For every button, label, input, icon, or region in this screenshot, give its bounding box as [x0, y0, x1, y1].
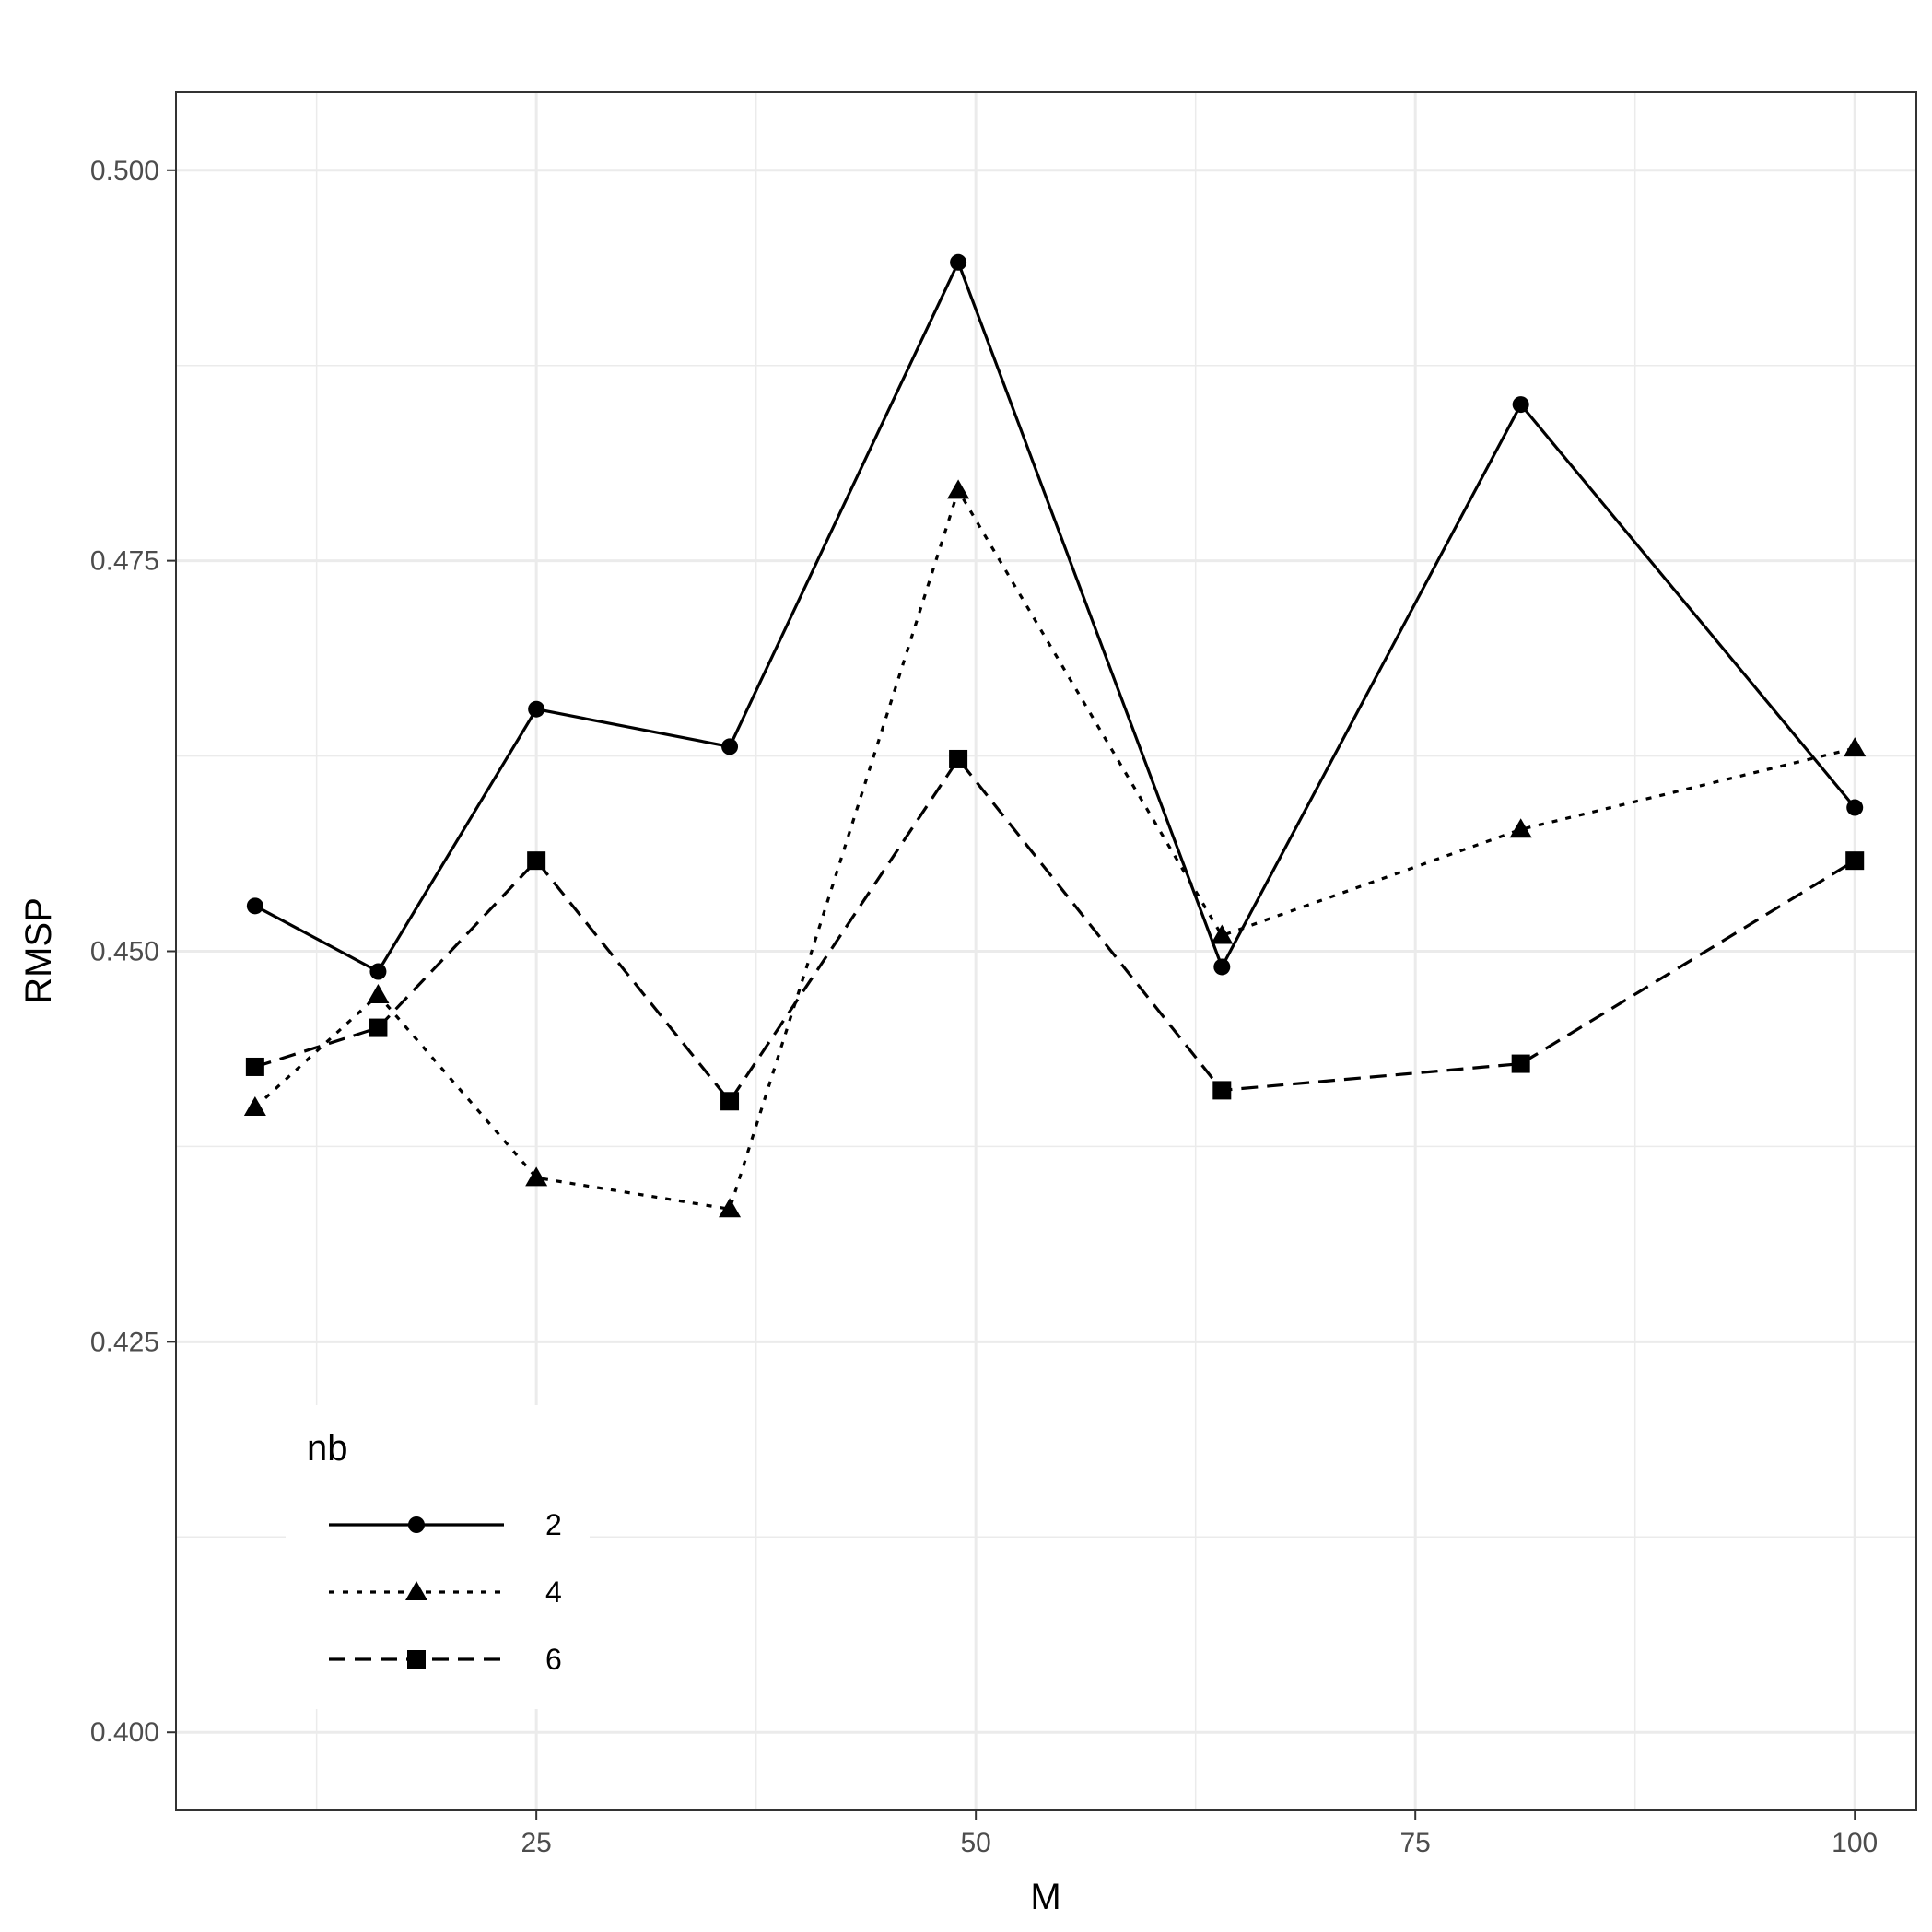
series-2-point	[528, 700, 545, 718]
series-2-line	[254, 258, 1856, 974]
y-tick-label: 0.475	[90, 546, 159, 577]
x-tick-label: 75	[1400, 1828, 1431, 1858]
series-2-point	[1846, 799, 1864, 816]
series-2-point	[950, 253, 967, 271]
legend-key-marker	[408, 1516, 425, 1533]
series-4	[243, 479, 1867, 1218]
series-4-point	[947, 479, 970, 499]
y-tick-label: 0.500	[90, 156, 159, 186]
legend-title: nb	[307, 1428, 348, 1469]
series-4-point	[1844, 737, 1867, 757]
series-2-point	[369, 963, 387, 980]
series-4-point	[243, 1096, 266, 1117]
legend-label: 2	[545, 1508, 562, 1541]
legend-key-2	[329, 1516, 504, 1533]
series-6-point	[1511, 1054, 1530, 1073]
legend: nb 2 4 6	[307, 1428, 562, 1676]
series-2	[246, 253, 1864, 980]
series-6-point	[1212, 1081, 1232, 1100]
series-4-point	[719, 1198, 742, 1218]
x-axis-title: M	[1030, 1877, 1060, 1917]
series-6-point	[245, 1057, 264, 1076]
series-2-point	[721, 738, 739, 755]
legend-key-6	[329, 1650, 504, 1669]
y-tick-label: 0.425	[90, 1327, 159, 1357]
series-2-point	[246, 897, 263, 915]
series-6-point	[949, 749, 968, 768]
series-6	[245, 749, 1865, 1111]
series-6-point	[527, 851, 546, 871]
x-axis: 25 50 75 100	[521, 1810, 1878, 1858]
y-tick-label: 0.450	[90, 937, 159, 967]
x-tick-label: 100	[1832, 1828, 1878, 1858]
series-6-point	[369, 1018, 388, 1037]
series-6-point	[720, 1092, 740, 1111]
legend-label: 6	[545, 1643, 562, 1676]
series-6-point	[1845, 851, 1865, 871]
legend-key-marker	[405, 1581, 427, 1600]
x-tick-label: 25	[521, 1828, 551, 1858]
series-2-point	[1512, 396, 1529, 414]
major-gridlines	[176, 92, 1916, 1810]
x-tick-label: 50	[960, 1828, 990, 1858]
series-layer	[243, 253, 1867, 1218]
y-tick-label: 0.400	[90, 1717, 159, 1748]
series-4-line	[253, 486, 1856, 1212]
series-4-point	[525, 1166, 548, 1187]
series-6-line	[254, 756, 1856, 1105]
legend-key-4	[329, 1581, 504, 1600]
series-4-point	[367, 983, 390, 1003]
series-4-point	[1211, 924, 1234, 944]
legend-label: 4	[545, 1575, 562, 1609]
legend-key-marker	[407, 1650, 426, 1669]
y-axis: 0.400 0.425 0.450 0.475 0.500	[90, 156, 176, 1748]
series-2-point	[1213, 958, 1231, 976]
y-axis-title: RMSP	[18, 897, 59, 1004]
series-4-point	[1509, 818, 1532, 838]
